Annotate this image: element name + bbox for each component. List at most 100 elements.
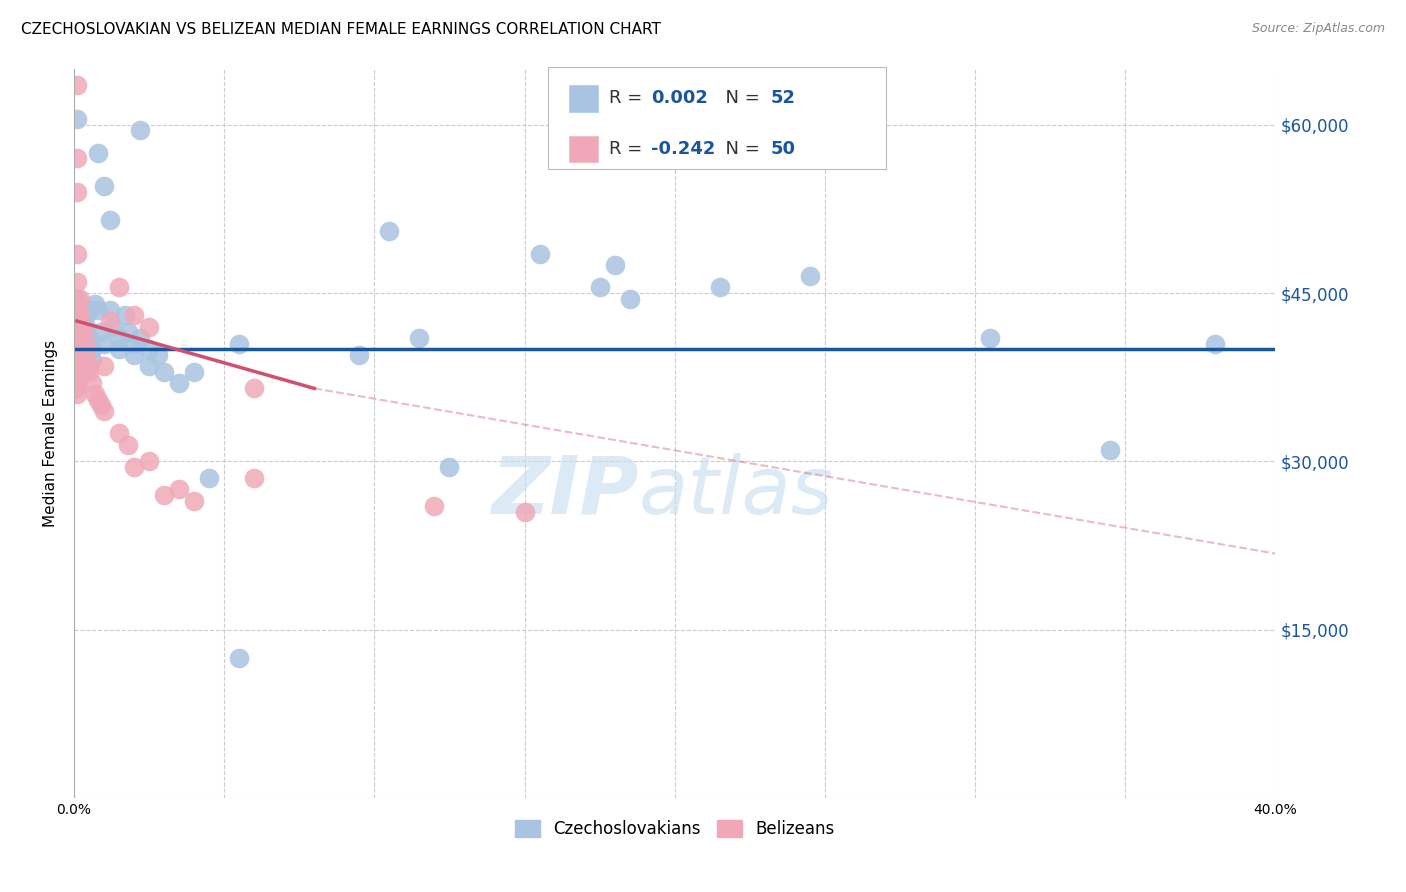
Point [122, 460, 145, 475]
Text: N =: N = [714, 89, 766, 107]
Point [138, 342, 160, 356]
Point [108, 280, 131, 294]
Point [69, 319, 91, 334]
Point [82, 376, 104, 390]
Point [66, 112, 89, 126]
Point [799, 269, 821, 284]
Text: N =: N = [714, 140, 766, 158]
Point [101, 319, 124, 334]
Point [90, 398, 112, 412]
Point [129, 123, 152, 137]
Point [243, 471, 266, 485]
Point [90, 326, 112, 340]
Point [619, 292, 641, 306]
Point [979, 331, 1001, 345]
Point [82, 342, 104, 356]
Point [66, 370, 89, 384]
Text: R =: R = [609, 89, 648, 107]
Point [93, 179, 115, 194]
Point [66, 336, 89, 351]
Point [66, 376, 89, 390]
Point [72, 326, 94, 340]
Point [75, 336, 97, 351]
Point [66, 381, 89, 395]
Point [122, 348, 145, 362]
Point [439, 460, 461, 475]
Point [87, 392, 110, 407]
Point [87, 302, 110, 317]
Point [153, 365, 176, 379]
Point [77, 365, 100, 379]
Point [66, 78, 89, 93]
Text: atlas: atlas [638, 453, 834, 531]
Point [122, 336, 145, 351]
Point [167, 483, 190, 497]
Point [153, 488, 176, 502]
Point [69, 309, 91, 323]
Point [69, 292, 91, 306]
Point [1099, 443, 1122, 458]
Point [148, 348, 170, 362]
Point [77, 302, 100, 317]
Point [138, 319, 160, 334]
Point [378, 224, 401, 238]
Point [183, 493, 205, 508]
Point [108, 342, 131, 356]
Point [117, 326, 139, 340]
Point [69, 326, 91, 340]
Point [423, 500, 446, 514]
Point [228, 336, 250, 351]
Point [66, 246, 89, 260]
Point [709, 280, 731, 294]
Point [66, 348, 89, 362]
Point [84, 297, 107, 311]
Point [93, 336, 115, 351]
Point [66, 314, 89, 328]
Text: ZIP: ZIP [491, 453, 638, 531]
Point [66, 365, 89, 379]
Text: CZECHOSLOVAKIAN VS BELIZEAN MEDIAN FEMALE EARNINGS CORRELATION CHART: CZECHOSLOVAKIAN VS BELIZEAN MEDIAN FEMAL… [21, 22, 661, 37]
Point [66, 302, 89, 317]
Point [98, 314, 121, 328]
Point [82, 353, 104, 368]
Point [108, 426, 131, 441]
Text: 52: 52 [770, 89, 796, 107]
Point [93, 404, 115, 418]
Point [122, 309, 145, 323]
Point [114, 309, 136, 323]
Text: R =: R = [609, 140, 648, 158]
Point [228, 650, 250, 665]
Point [408, 331, 430, 345]
Point [183, 365, 205, 379]
Point [138, 454, 160, 468]
Point [75, 319, 97, 334]
Point [588, 280, 610, 294]
Legend: Czechoslovakians, Belizeans: Czechoslovakians, Belizeans [508, 813, 841, 845]
Point [98, 213, 121, 227]
Point [243, 381, 266, 395]
Point [93, 359, 115, 373]
Point [66, 387, 89, 401]
Point [129, 331, 152, 345]
Text: Source: ZipAtlas.com: Source: ZipAtlas.com [1251, 22, 1385, 36]
Point [72, 331, 94, 345]
Point [69, 309, 91, 323]
Point [66, 185, 89, 199]
Point [98, 302, 121, 317]
Point [66, 331, 89, 345]
Y-axis label: Median Female Earnings: Median Female Earnings [44, 340, 58, 527]
Point [117, 437, 139, 451]
Point [138, 359, 160, 373]
Point [66, 342, 89, 356]
Point [87, 145, 110, 160]
Point [77, 359, 100, 373]
Point [72, 314, 94, 328]
Point [108, 331, 131, 345]
Point [513, 505, 536, 519]
Point [198, 471, 221, 485]
Point [167, 376, 190, 390]
Text: -0.242: -0.242 [651, 140, 716, 158]
Point [66, 309, 89, 323]
Point [84, 387, 107, 401]
Point [66, 353, 89, 368]
